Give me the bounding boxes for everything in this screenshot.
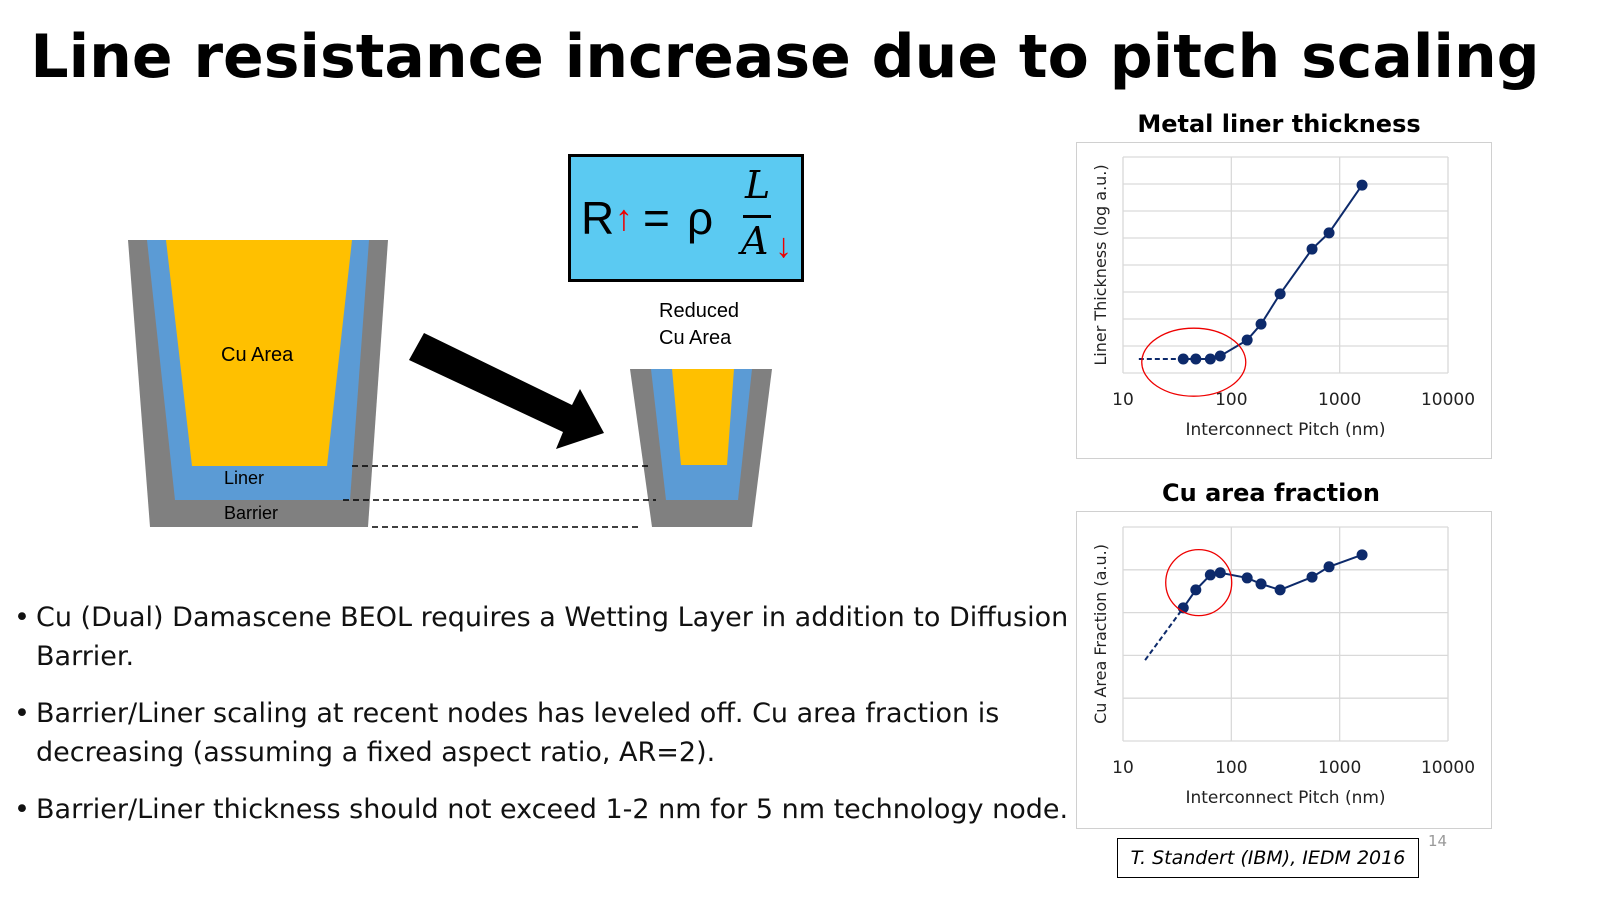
x-tick-label: 100 <box>1215 390 1247 410</box>
data-point <box>1190 353 1202 365</box>
citation: T. Standert (IBM), IEDM 2016 <box>1117 838 1419 878</box>
highlight-circle <box>1165 548 1233 617</box>
shrink-arrow-icon <box>409 333 604 449</box>
data-point <box>1274 288 1286 300</box>
series-line <box>1183 184 1363 360</box>
liner-label: Liner <box>224 468 265 488</box>
guide-lines <box>343 465 656 528</box>
x-tick-label: 100 <box>1215 758 1247 778</box>
data-point <box>1306 243 1318 255</box>
data-point <box>1214 350 1226 362</box>
bullet-1: Cu (Dual) Damascene BEOL requires a Wett… <box>14 598 1096 676</box>
x-tick-label: 1000 <box>1318 390 1361 410</box>
extrapolation-line <box>1144 607 1185 661</box>
large-cu <box>166 240 352 466</box>
x-tick-label: 10 <box>1112 758 1134 778</box>
formula-numerator: L <box>745 163 771 207</box>
bullet-2: Barrier/Liner scaling at recent nodes ha… <box>14 694 1096 772</box>
data-point <box>1306 571 1318 583</box>
formula-denominator: A <box>741 219 769 263</box>
data-point <box>1190 584 1202 596</box>
data-point <box>1204 353 1216 365</box>
data-point <box>1177 353 1189 365</box>
data-point <box>1274 584 1286 596</box>
cu-area-fraction-chart: 10 100 1000 10000 Interconnect Pitch (nm) Cu … <box>1091 526 1475 808</box>
data-point <box>1241 572 1253 584</box>
chart1-frame <box>1076 142 1492 459</box>
page-number: 14 <box>1428 832 1448 850</box>
barrier-label: Barrier <box>224 503 279 523</box>
formula-equals: = <box>643 192 670 244</box>
cu-area-label: Cu Area <box>221 344 294 366</box>
data-point <box>1356 549 1368 561</box>
resistance-formula: R ↑ = ρ L A ↓ <box>568 154 804 282</box>
y-axis-label: Cu Area Fraction (a.u.) <box>1091 544 1110 724</box>
data-point <box>1214 567 1226 579</box>
data-point <box>1255 318 1267 330</box>
up-arrow-icon: ↑ <box>615 197 633 238</box>
liner-thickness-chart: 10 100 1000 10000 Interconnect Pitch (nm) Lin… <box>1091 156 1475 440</box>
formula-r: R <box>581 192 615 244</box>
x-tick-label: 10 <box>1112 390 1134 410</box>
data-point <box>1356 179 1368 191</box>
x-tick-label: 10000 <box>1421 390 1475 410</box>
chart2-frame <box>1076 511 1492 829</box>
damascene-diagram <box>128 240 772 528</box>
slide-title: Line resistance increase due to pitch sc… <box>30 22 1540 92</box>
data-point <box>1323 227 1335 239</box>
data-point <box>1255 578 1267 590</box>
bullet-3: Barrier/Liner thickness should not excee… <box>14 790 1096 829</box>
x-tick-label: 10000 <box>1421 758 1475 778</box>
x-axis-label: Interconnect Pitch (nm) <box>1185 788 1385 808</box>
y-axis-label: Liner Thickness (log a.u.) <box>1091 164 1110 365</box>
data-point <box>1323 561 1335 573</box>
x-tick-label: 1000 <box>1318 758 1361 778</box>
formula-rho: ρ <box>687 192 714 244</box>
down-arrow-icon: ↓ <box>775 227 792 265</box>
fraction-bar <box>743 215 771 218</box>
x-axis-label: Interconnect Pitch (nm) <box>1185 420 1385 440</box>
highlight-circle <box>1141 327 1247 397</box>
small-cu <box>672 369 734 465</box>
reduced-label-1: Reduced <box>659 300 740 322</box>
reduced-label-2: Cu Area <box>659 327 732 349</box>
data-point <box>1241 334 1253 346</box>
data-point <box>1204 569 1216 581</box>
series-line <box>1182 553 1363 609</box>
chart1-title: Metal liner thickness <box>1137 110 1421 138</box>
chart2-title: Cu area fraction <box>1162 479 1380 507</box>
